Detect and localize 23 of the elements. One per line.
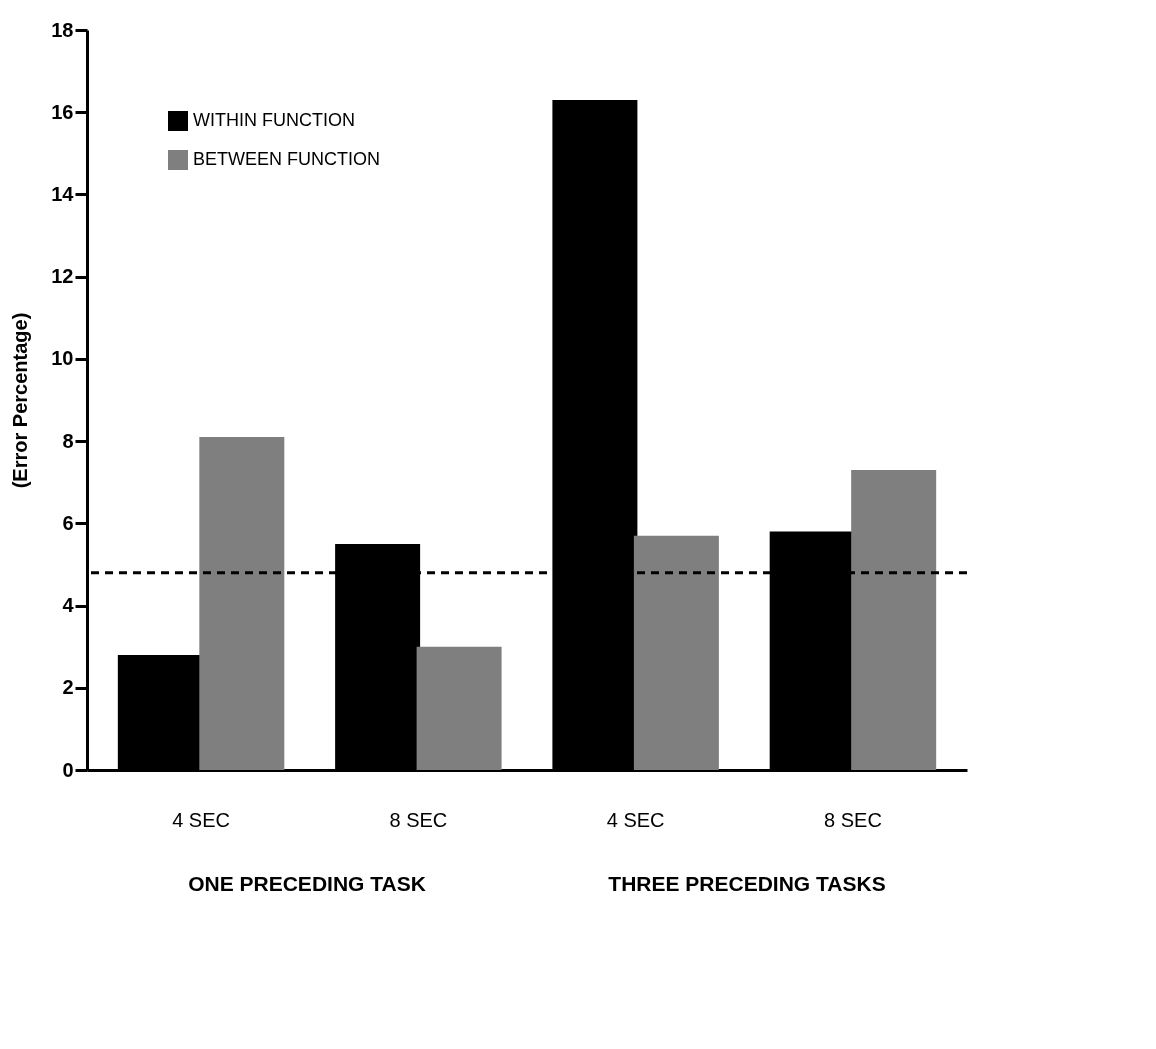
y-tick-label: 4 — [62, 594, 75, 617]
y-tick-label: 14 — [51, 182, 75, 205]
y-tick-label: 10 — [51, 347, 74, 370]
y-tick-label: 12 — [51, 265, 74, 288]
y-tick-label: 6 — [62, 511, 74, 534]
x-tick-label: 8 SEC — [389, 808, 448, 831]
text: THREE PRECEDING TASKS — [608, 872, 886, 895]
x-tick-label: 4 SEC — [172, 808, 230, 831]
x-tick-label: 8 SEC — [824, 808, 882, 831]
legend-label: BETWEEN FUNCTION — [193, 149, 380, 169]
bar — [633, 535, 719, 770]
x-tick-label: 4 SEC — [606, 808, 665, 831]
y-tick-label: 8 — [62, 429, 74, 452]
legend-label: WITHIN FUNCTION — [193, 110, 355, 130]
y-tick-label: 18 — [51, 18, 74, 41]
y-tick-label: 16 — [51, 100, 74, 123]
y-tick-label: 0 — [62, 758, 74, 781]
bar — [416, 646, 502, 770]
text: ONE PRECEDING TASK — [188, 872, 426, 895]
bar — [199, 437, 285, 770]
y-axis-title: (Error Percentage) — [9, 312, 32, 489]
bar — [851, 469, 937, 770]
y-tick-label: 2 — [62, 676, 74, 699]
